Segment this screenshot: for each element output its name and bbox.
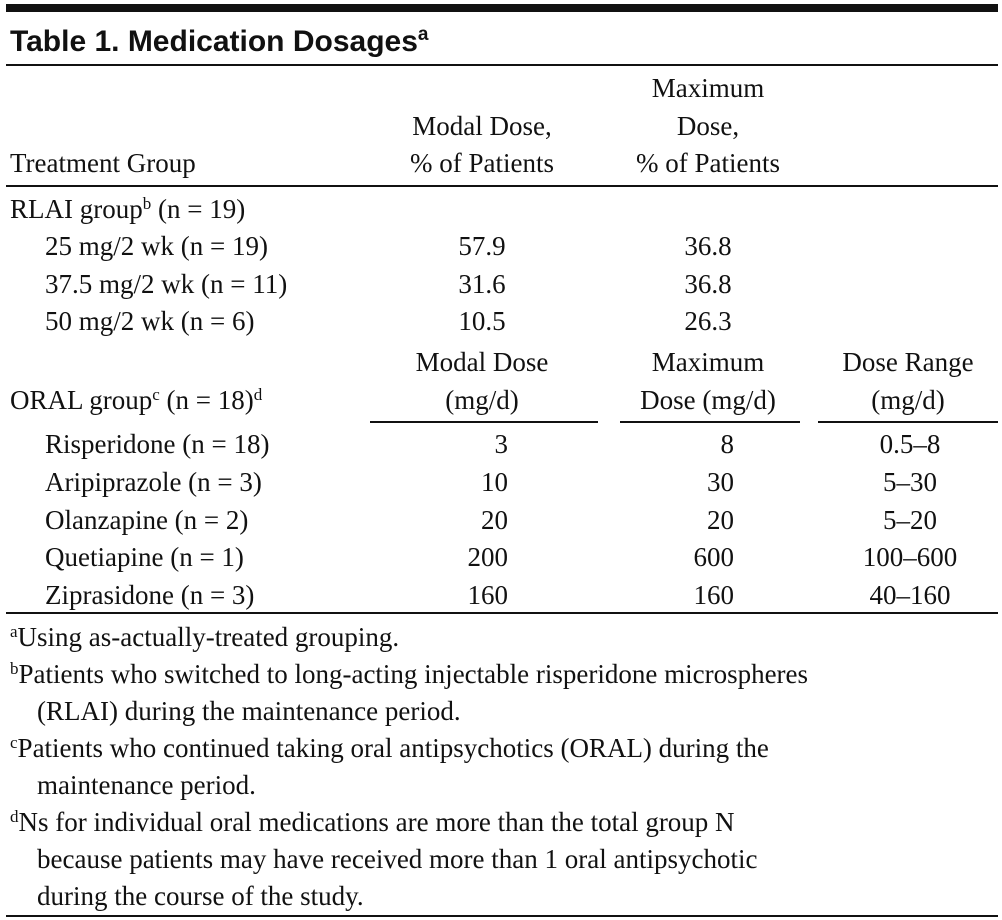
rule: [6, 612, 998, 614]
cell: 0.5–8: [879, 429, 941, 459]
cell: 57.9: [458, 231, 506, 261]
rule: [620, 421, 800, 423]
row-label: Ziprasidone (n = 3): [45, 580, 255, 611]
cell: 8: [720, 429, 735, 459]
column-header: Maximum: [651, 73, 765, 103]
footnote-line: (RLAI) during the maintenance period.: [37, 692, 461, 730]
footnote-line: cPatients who continued taking oral anti…: [10, 729, 769, 767]
cell: 10.5: [458, 306, 506, 336]
footnote-mark: d: [253, 385, 263, 404]
footnote-line: during the course of the study.: [37, 877, 364, 915]
cell: 36.8: [684, 268, 732, 299]
group-label: ORAL groupc (n = 18)d: [10, 381, 262, 419]
footnote-text: during the course of the study.: [37, 881, 364, 911]
row-label: Risperidone (n = 18): [45, 429, 270, 459]
column-header: Modal Dose,: [412, 111, 552, 141]
footnote-mark: c: [10, 733, 18, 752]
cell: 10: [481, 466, 508, 497]
column-header: Dose,: [676, 111, 740, 141]
group-label: RLAI groupb (n = 19): [10, 190, 245, 228]
column-header: Dose (mg/d): [640, 385, 776, 415]
footnote-mark: d: [10, 807, 19, 826]
cell: 5–20: [883, 504, 937, 535]
footnote-text: maintenance period.: [37, 770, 256, 800]
cell: 100–600: [862, 542, 958, 573]
column-header: % of Patients: [636, 148, 780, 178]
footnote-text: Patients who switched to long-acting inj…: [18, 659, 809, 689]
cell: 5–30: [883, 466, 937, 497]
footnote-line: maintenance period.: [37, 766, 256, 804]
title-text: Table 1. Medication Dosages: [10, 25, 418, 58]
rule: [818, 421, 998, 423]
group-name: ORAL group: [10, 385, 153, 415]
column-header: (mg/d): [445, 385, 519, 415]
footnote-text: (RLAI) during the maintenance period.: [37, 696, 461, 726]
rule: [370, 421, 598, 423]
cell: 20: [707, 504, 734, 535]
cell: 600: [693, 542, 735, 573]
cell: 160: [467, 580, 509, 611]
rule: [6, 915, 998, 917]
footnote-mark: b: [142, 194, 152, 213]
group-name: RLAI group: [10, 194, 143, 224]
footnote-text: because patients may have received more …: [37, 844, 758, 874]
column-header: Treatment Group: [10, 148, 196, 178]
footnote-mark: a: [10, 622, 18, 641]
cell: 26.3: [684, 306, 732, 336]
footnote-text: Using as-actually-treated grouping.: [17, 622, 400, 652]
footnote-line: aUsing as-actually-treated grouping.: [10, 618, 399, 656]
footnote-mark: c: [152, 385, 160, 404]
row-label: Olanzapine (n = 2): [45, 504, 249, 535]
spacer: [151, 194, 158, 224]
column-header: % of Patients: [410, 148, 554, 178]
cell: 3: [494, 429, 509, 459]
cell: 36.8: [684, 231, 732, 261]
footnote-mark: a: [417, 24, 429, 45]
cell: 40–160: [869, 580, 951, 611]
group-n: (n = 18): [166, 385, 254, 415]
column-header: Modal Dose: [415, 347, 549, 377]
row-label: 25 mg/2 wk (n = 19): [45, 231, 268, 261]
top-bar: [6, 4, 998, 12]
footnote-mark: b: [10, 659, 19, 678]
cell: 160: [693, 580, 735, 611]
row-label: Aripiprazole (n = 3): [45, 466, 262, 497]
column-header: Dose Range: [842, 347, 974, 377]
row-label: 37.5 mg/2 wk (n = 11): [45, 268, 288, 299]
footnote-text: Patients who continued taking oral antip…: [17, 733, 769, 763]
footnote-line: bPatients who switched to long-acting in…: [10, 655, 808, 693]
footnote-text: Ns for individual oral medications are m…: [18, 807, 735, 837]
column-header: (mg/d): [871, 385, 945, 415]
column-header: Maximum: [651, 347, 765, 377]
table-title: Table 1. Medication Dosagesa: [10, 23, 428, 61]
spacer: [160, 385, 167, 415]
rule: [6, 64, 998, 66]
group-n: (n = 19): [157, 194, 246, 224]
cell: 20: [481, 504, 508, 535]
cell: 31.6: [458, 268, 506, 299]
footnote-line: dNs for individual oral medications are …: [10, 803, 735, 841]
rule: [6, 185, 998, 187]
footnote-line: because patients may have received more …: [37, 840, 757, 878]
row-label: 50 mg/2 wk (n = 6): [45, 306, 255, 336]
cell: 30: [707, 466, 734, 497]
row-label: Quetiapine (n = 1): [45, 542, 244, 573]
cell: 200: [467, 542, 509, 573]
